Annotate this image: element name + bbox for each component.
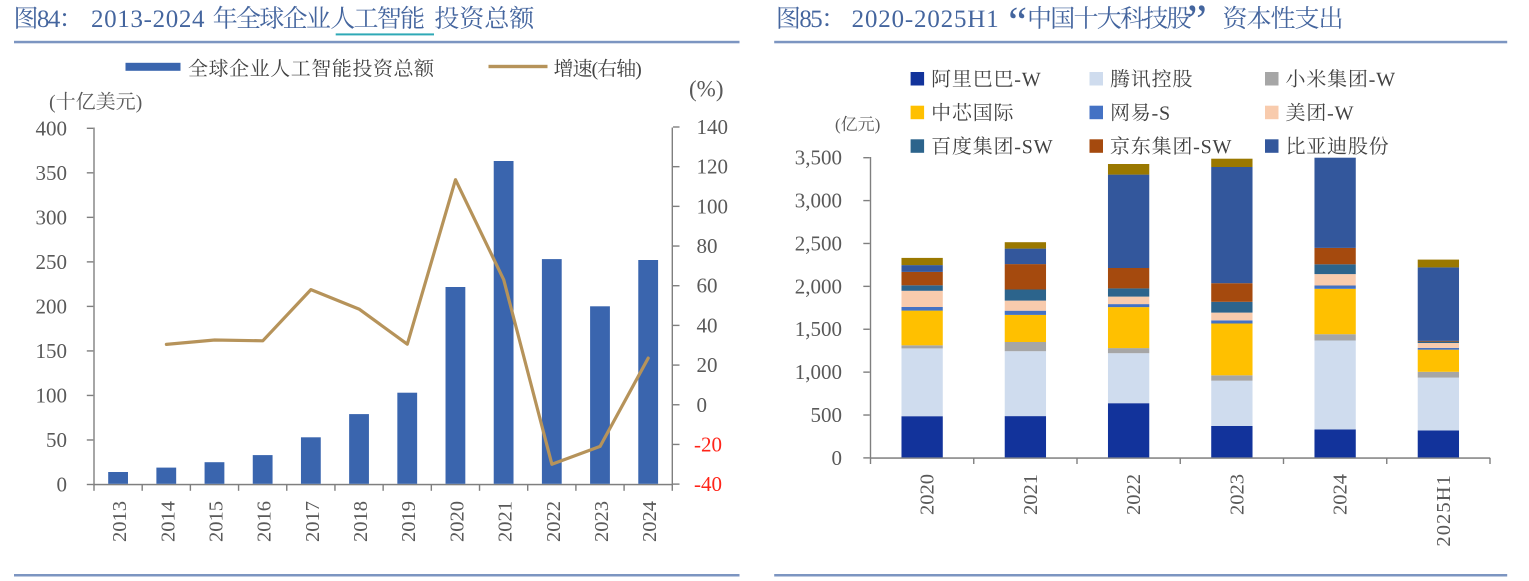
svg-text:100: 100 xyxy=(697,194,729,218)
svg-text:2021: 2021 xyxy=(495,501,517,542)
svg-text:40: 40 xyxy=(697,313,718,337)
svg-text:2019: 2019 xyxy=(398,501,420,542)
svg-text:50: 50 xyxy=(46,428,67,452)
svg-text:2021: 2021 xyxy=(1020,474,1042,515)
svg-text:2015: 2015 xyxy=(205,501,227,542)
svg-text:(%): (%) xyxy=(689,77,723,102)
svg-text:120: 120 xyxy=(697,155,729,179)
svg-text:-20: -20 xyxy=(694,432,722,456)
svg-text:3,500: 3,500 xyxy=(795,146,842,170)
svg-text:200: 200 xyxy=(36,294,68,318)
svg-text:2020: 2020 xyxy=(446,501,468,542)
svg-text:100: 100 xyxy=(36,383,68,407)
svg-text:2022: 2022 xyxy=(543,501,565,542)
svg-text:2,000: 2,000 xyxy=(795,274,842,298)
svg-text:20: 20 xyxy=(697,353,718,377)
svg-text:2013: 2013 xyxy=(109,501,131,542)
svg-text:2,500: 2,500 xyxy=(795,231,842,255)
svg-text:2014: 2014 xyxy=(157,501,179,542)
svg-text:80: 80 xyxy=(697,234,718,258)
svg-text:140: 140 xyxy=(697,115,729,139)
svg-text:1,500: 1,500 xyxy=(795,317,842,341)
svg-text:2025H1: 2025H1 xyxy=(1433,474,1455,547)
svg-text:2022: 2022 xyxy=(1123,474,1145,515)
svg-text:-40: -40 xyxy=(694,472,722,496)
svg-text:0: 0 xyxy=(697,393,708,417)
svg-text:60: 60 xyxy=(697,274,718,298)
svg-text:2023: 2023 xyxy=(591,501,613,542)
svg-text:400: 400 xyxy=(36,116,68,140)
svg-text:2017: 2017 xyxy=(302,501,324,542)
svg-text:0: 0 xyxy=(57,473,68,497)
svg-text:0: 0 xyxy=(832,446,843,470)
svg-text:2016: 2016 xyxy=(254,501,276,542)
svg-text:250: 250 xyxy=(36,250,68,274)
svg-text:2018: 2018 xyxy=(350,501,372,542)
svg-text:3,000: 3,000 xyxy=(795,189,842,213)
svg-text:300: 300 xyxy=(36,205,68,229)
svg-text:2024: 2024 xyxy=(639,501,661,542)
svg-text:2020: 2020 xyxy=(917,474,939,515)
svg-text:150: 150 xyxy=(36,339,68,363)
svg-text:500: 500 xyxy=(811,403,843,427)
svg-text:2024: 2024 xyxy=(1330,474,1352,515)
svg-text:2023: 2023 xyxy=(1226,474,1248,515)
svg-text:350: 350 xyxy=(36,161,68,185)
svg-text:1,000: 1,000 xyxy=(795,360,842,384)
